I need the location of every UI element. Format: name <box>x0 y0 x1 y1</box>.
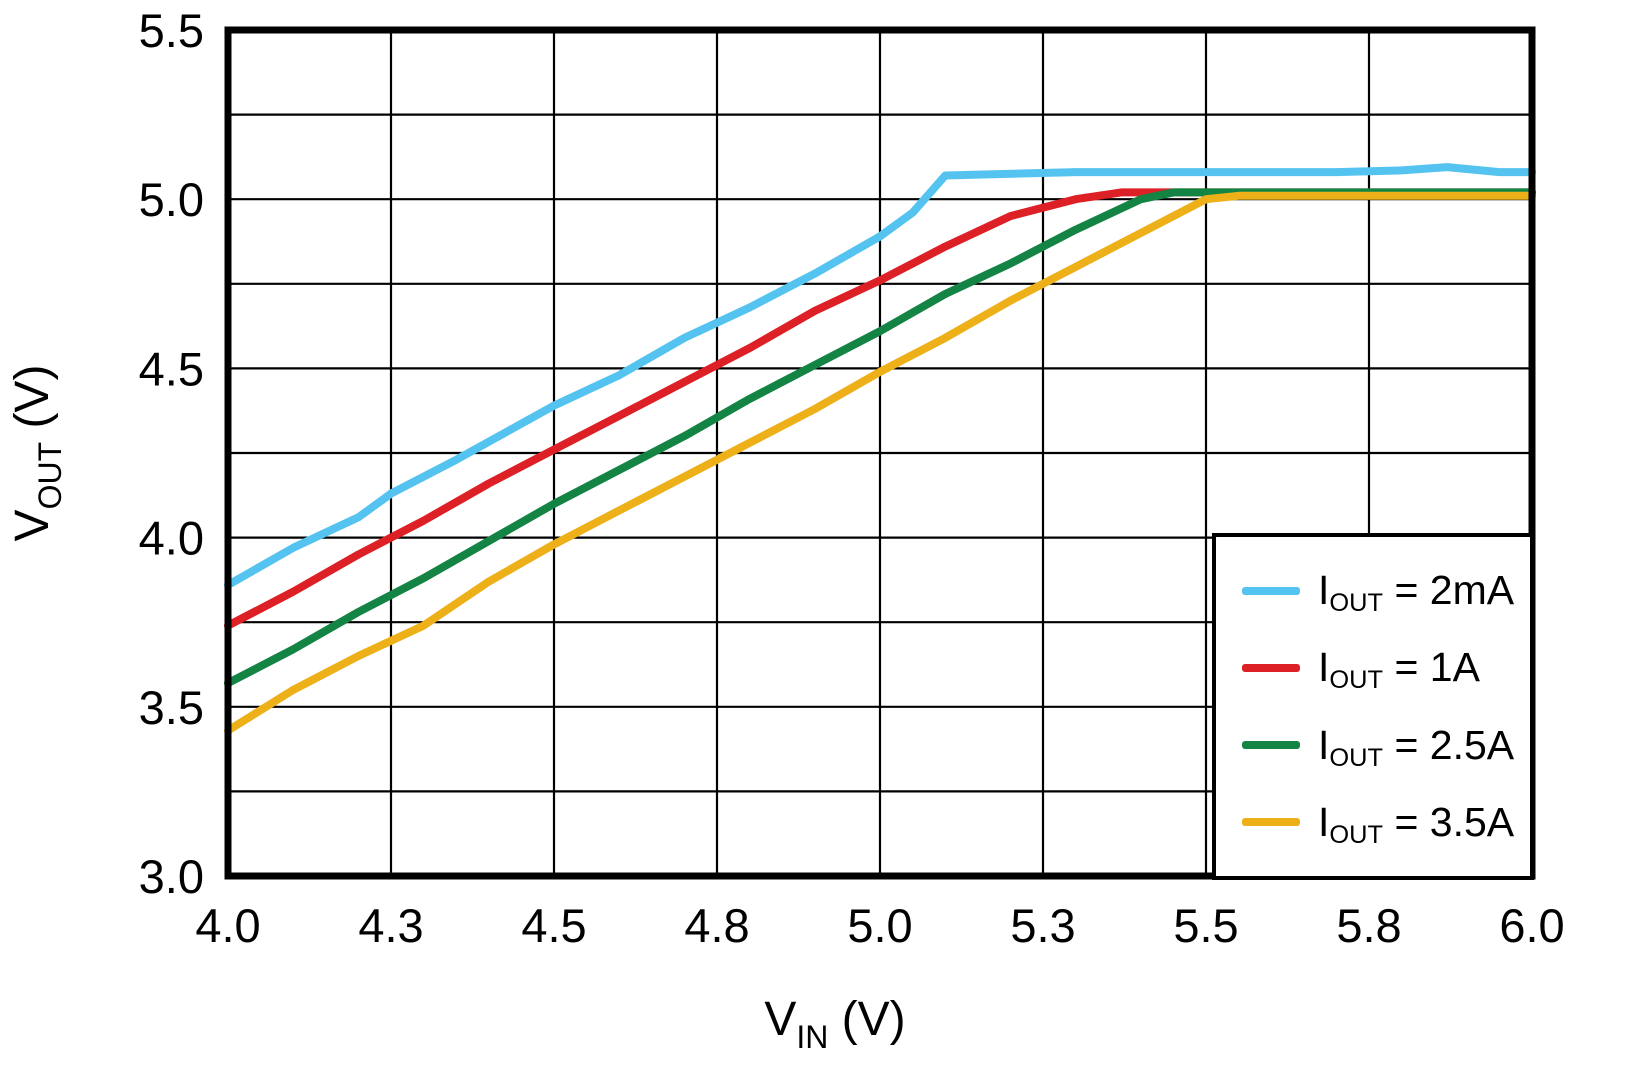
legend-label-iout-3.5a: IOUT = 3.5A <box>1318 798 1515 849</box>
x-tick-label: 4.5 <box>521 899 586 952</box>
legend-swatch-iout-2.5a <box>1242 741 1300 750</box>
legend-item-iout-1a: IOUT = 1A <box>1242 644 1530 695</box>
y-tick-labels: 3.0 3.5 4.0 4.5 5.0 5.5 <box>139 4 204 903</box>
y-tick-label: 3.5 <box>139 681 204 734</box>
legend-label-iout-2.5a: IOUT = 2.5A <box>1318 721 1515 772</box>
legend-item-iout-2ma: IOUT = 2mA <box>1242 567 1530 618</box>
legend-label-iout-2ma: IOUT = 2mA <box>1318 567 1515 618</box>
legend: IOUT = 2mA IOUT = 1A IOUT = 2.5A IOUT = 3.5… <box>1212 533 1534 880</box>
legend-swatch-iout-1a <box>1242 663 1300 672</box>
x-axis-label: VIN (V) <box>764 993 905 1055</box>
legend-item-iout-2.5a: IOUT = 2.5A <box>1242 721 1530 772</box>
x-tick-label: 5.3 <box>1010 899 1075 952</box>
x-tick-label: 6.0 <box>1499 899 1564 952</box>
x-tick-label: 5.5 <box>1173 899 1238 952</box>
legend-swatch-iout-2ma <box>1242 586 1300 595</box>
y-tick-label: 5.5 <box>139 4 204 57</box>
y-tick-label: 4.0 <box>139 512 204 565</box>
y-axis-label: VOUT (V) <box>6 365 68 542</box>
y-tick-label: 5.0 <box>139 173 204 226</box>
y-tick-label: 4.5 <box>139 342 204 395</box>
plot-frame <box>224 26 1536 880</box>
x-tick-label: 4.8 <box>684 899 749 952</box>
x-tick-labels: 4.0 4.3 4.5 4.8 5.0 5.3 5.5 5.8 6.0 <box>195 899 1564 952</box>
x-tick-label: 5.8 <box>1336 899 1401 952</box>
x-tick-label: 4.3 <box>358 899 423 952</box>
legend-item-iout-3.5a: IOUT = 3.5A <box>1242 798 1530 849</box>
series-line-iout-3.5a <box>224 191 1536 735</box>
x-tick-label: 5.0 <box>847 899 912 952</box>
series-line-iout-1a <box>224 188 1536 630</box>
series-line-iout-2.5a <box>224 188 1536 688</box>
series-line-iout-2ma <box>224 163 1536 589</box>
y-tick-label: 3.0 <box>139 850 204 903</box>
legend-swatch-iout-3.5a <box>1242 818 1300 827</box>
legend-label-iout-1a: IOUT = 1A <box>1318 644 1480 695</box>
x-tick-label: 4.0 <box>195 899 260 952</box>
